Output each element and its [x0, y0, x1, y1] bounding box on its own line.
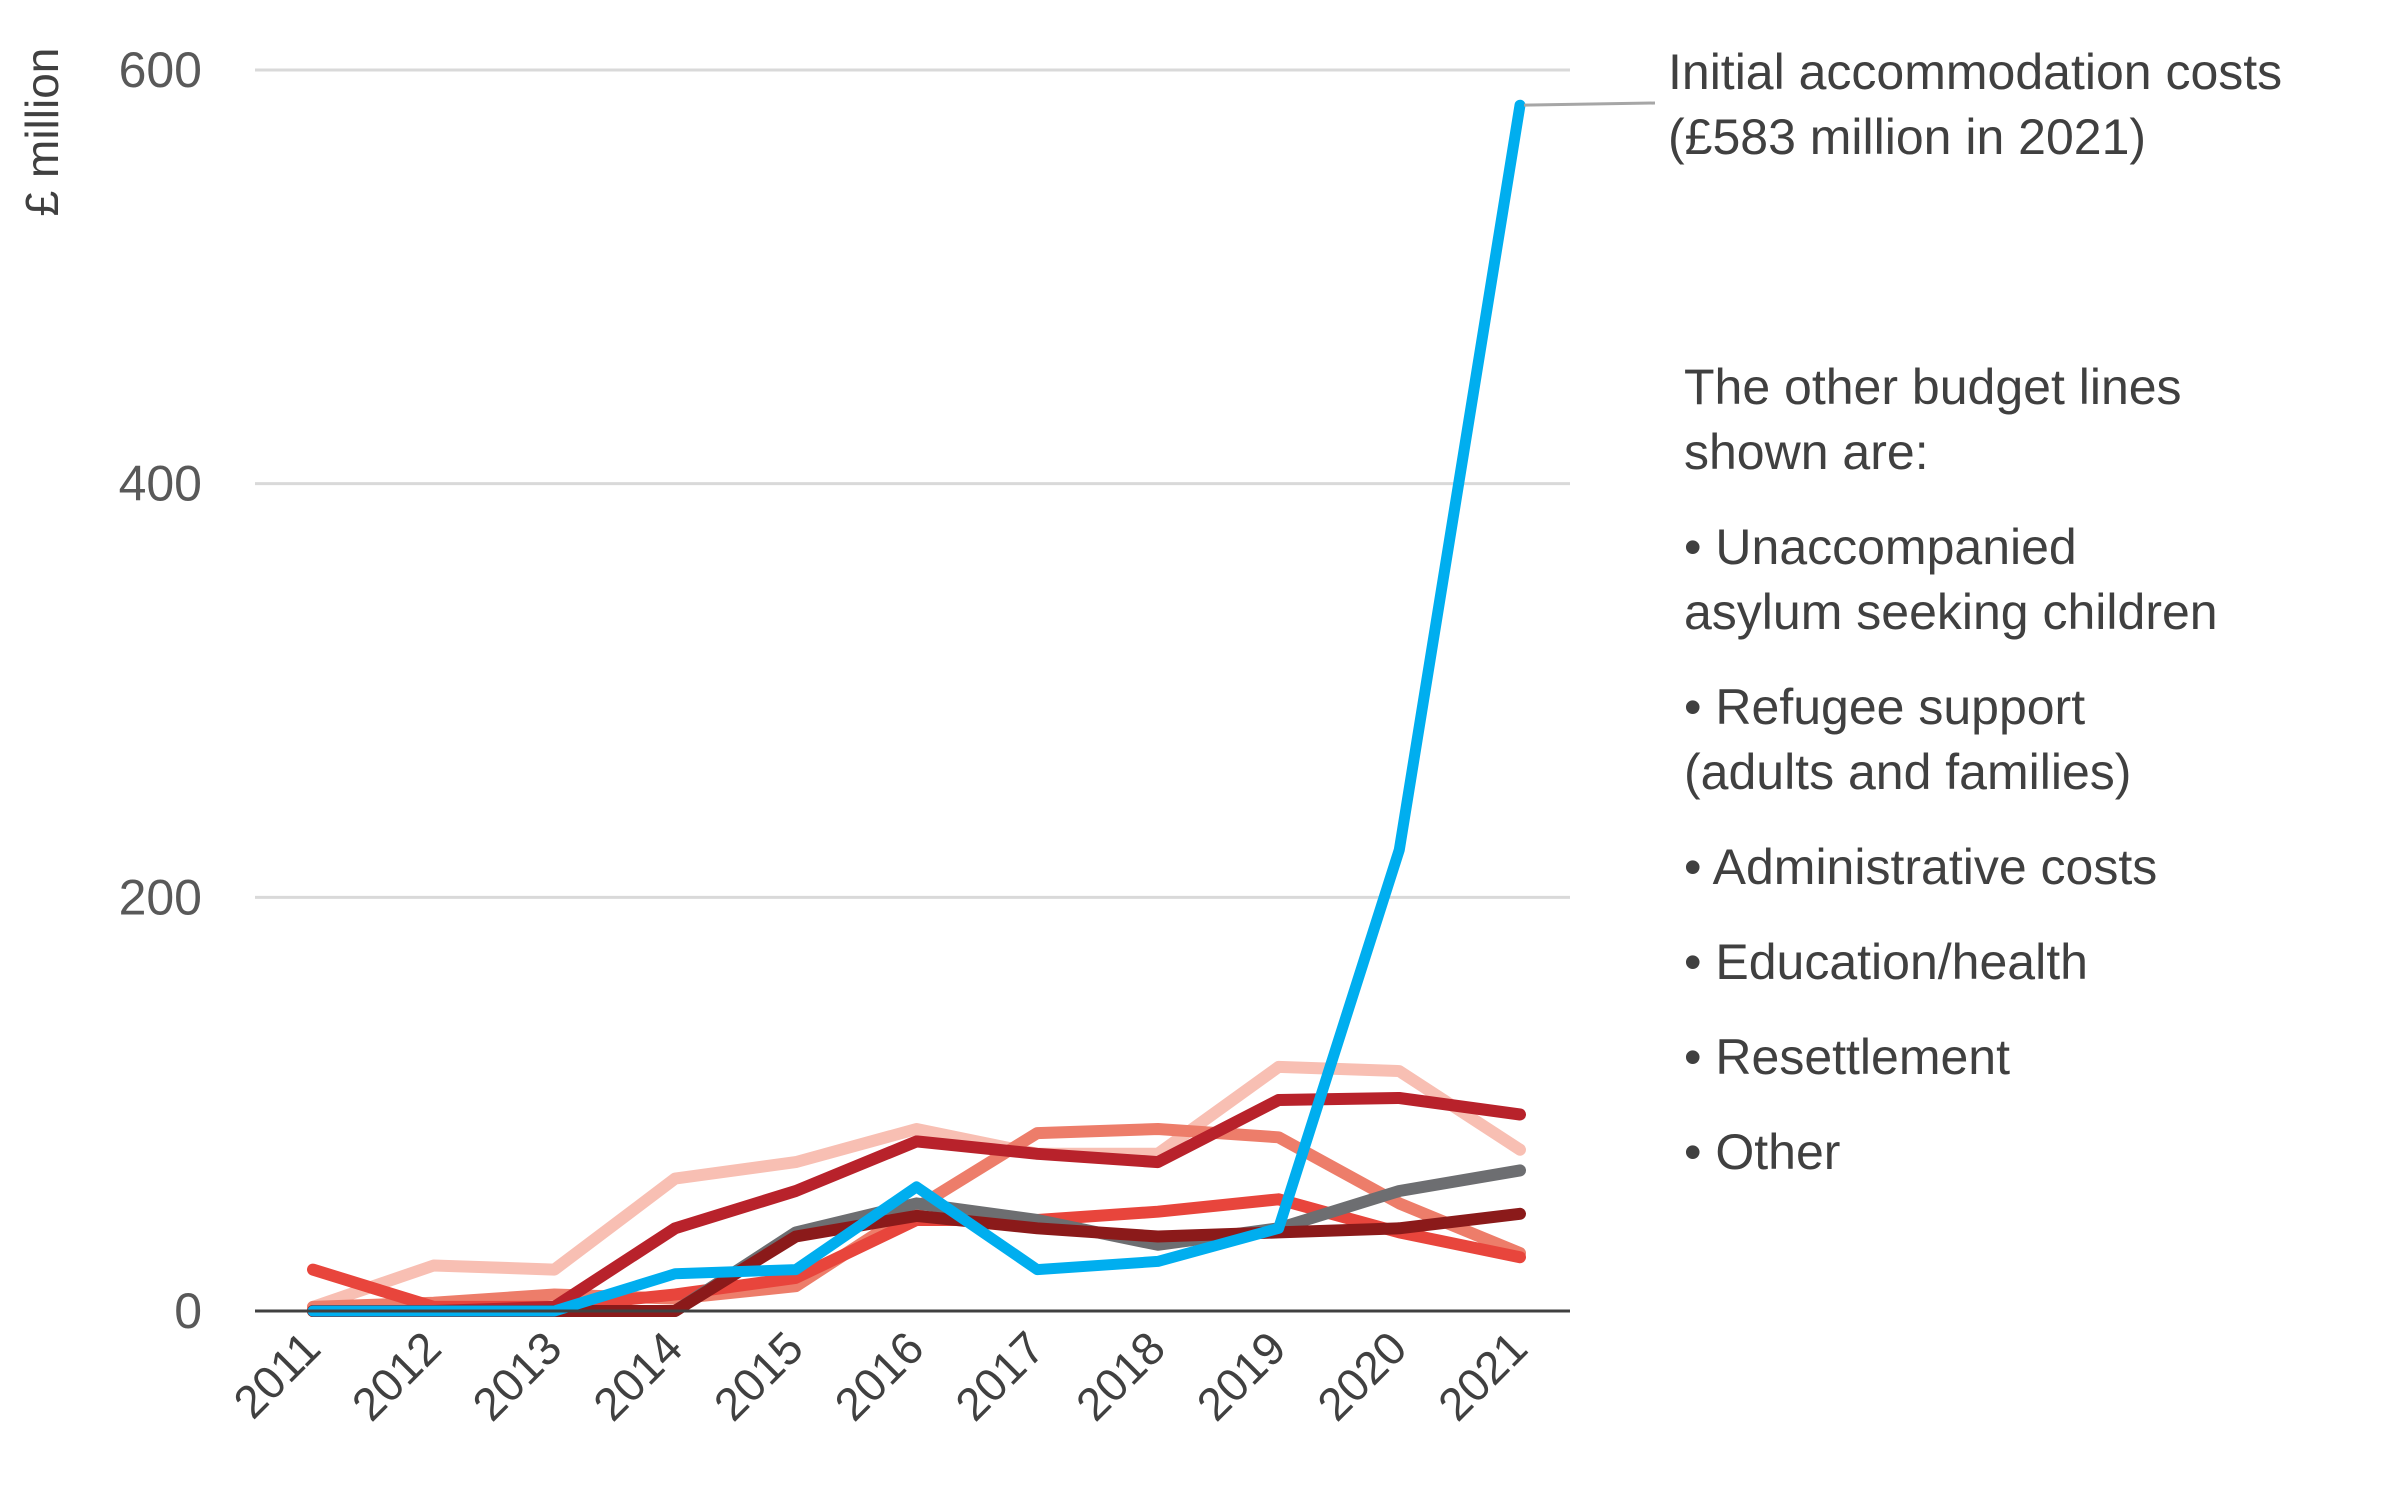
- note-intro-line-2: shown are:: [1684, 424, 1929, 480]
- y-tick-label: 0: [174, 1283, 202, 1339]
- y-tick-label: 600: [119, 42, 202, 98]
- bullet-text: • Resettlement: [1684, 1029, 2010, 1085]
- x-tick-label: 2020: [1307, 1321, 1416, 1430]
- series-line-1: [307, 1060, 1526, 1313]
- note-intro-line-1: The other budget lines: [1684, 359, 2182, 415]
- bullet-resettlement: • Resettlement: [1684, 1025, 2218, 1090]
- y-tick-labels: 0 200 400 600: [119, 42, 202, 1339]
- x-tick-label: 2017: [945, 1321, 1054, 1430]
- callout-leader-line: [1523, 101, 1656, 107]
- bullet-text: • Administrative costs: [1684, 839, 2158, 895]
- bullet-administrative-costs: • Administrative costs: [1684, 835, 2218, 900]
- bullet-unaccompanied: • Unaccompanied asylum seeking children: [1684, 515, 2218, 645]
- bullet-education-health: • Education/health: [1684, 930, 2218, 995]
- x-tick-label: 2016: [824, 1321, 933, 1430]
- other-budget-lines-note: The other budget lines shown are: • Unac…: [1684, 355, 2218, 1185]
- x-tick-label: 2021: [1428, 1321, 1537, 1430]
- x-tick-label: 2015: [704, 1321, 813, 1430]
- gridlines: [255, 68, 1570, 899]
- y-tick-label: 200: [119, 869, 202, 925]
- x-tick-label: 2013: [462, 1321, 571, 1430]
- callout-line-1: Initial accommodation costs: [1668, 44, 2283, 100]
- callout-line-2: (£583 million in 2021): [1668, 109, 2147, 165]
- bullet-text: • Other: [1684, 1124, 1841, 1180]
- bullet-text: • Education/health: [1684, 934, 2088, 990]
- bullet-refugee-support: • Refugee support (adults and families): [1684, 675, 2218, 805]
- x-tick-label: 2019: [1187, 1321, 1296, 1430]
- y-axis-label: £ million: [16, 48, 68, 217]
- callout-annotation: Initial accommodation costs (£583 millio…: [1668, 40, 2282, 170]
- x-tick-label: 2012: [342, 1321, 451, 1430]
- x-tick-label: 2018: [1066, 1321, 1175, 1430]
- x-tick-labels: 2011 2012 2013 2014 2015 2016 2017 2018 2019 2020…: [223, 1321, 1537, 1430]
- y-tick-label: 400: [119, 456, 202, 512]
- bullet-text: • Unaccompanied: [1684, 519, 2077, 575]
- x-tick-label: 2014: [583, 1321, 692, 1430]
- bullet-other: • Other: [1684, 1120, 2218, 1185]
- bullet-text: asylum seeking children: [1684, 584, 2218, 640]
- bullet-text: • Refugee support: [1684, 679, 2086, 735]
- series-lines: [307, 99, 1526, 1317]
- x-tick-label: 2011: [223, 1321, 330, 1428]
- bullet-text: (adults and families): [1684, 744, 2132, 800]
